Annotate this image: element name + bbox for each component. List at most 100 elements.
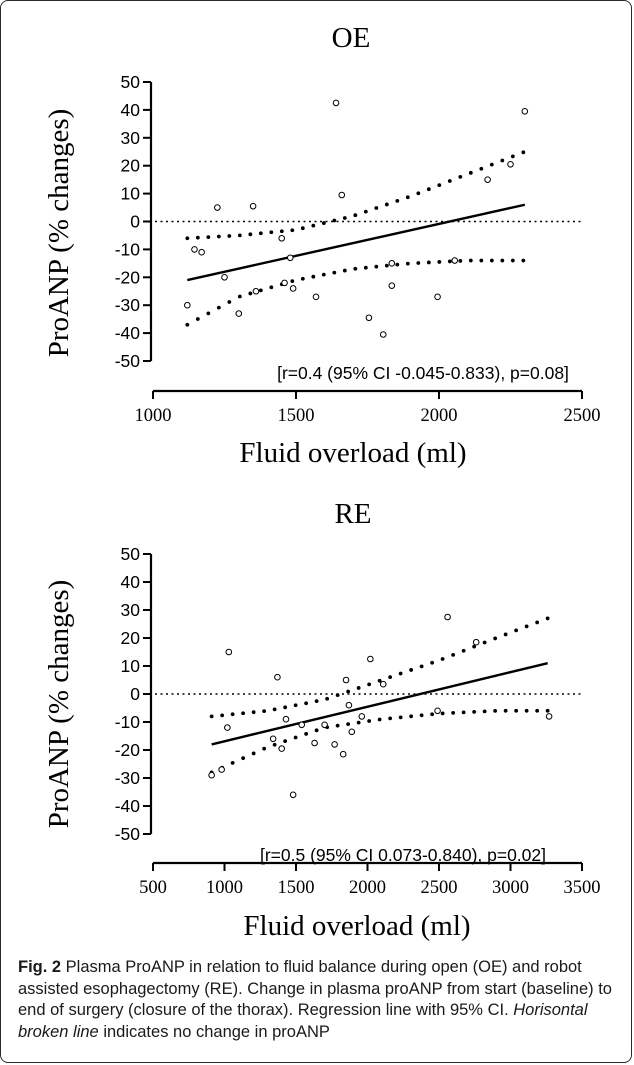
ci-upper-band xyxy=(185,150,526,241)
data-point xyxy=(218,766,225,773)
ci-dot xyxy=(461,648,466,653)
ci-dot xyxy=(409,714,414,719)
ci-dot xyxy=(468,258,473,263)
y-tick-label: -20 xyxy=(115,267,141,287)
data-point xyxy=(184,301,191,309)
ci-dot xyxy=(300,226,305,231)
ci-dot xyxy=(482,709,487,714)
ci-dot xyxy=(500,158,505,163)
ci-dot xyxy=(545,708,550,713)
y-tick-label: 0 xyxy=(130,212,140,232)
ci-dot xyxy=(346,689,351,694)
data-point xyxy=(484,176,491,183)
ci-dot xyxy=(206,311,211,316)
data-point xyxy=(224,724,231,731)
x-axis-label: Fluid overload (ml) xyxy=(239,437,466,469)
ci-dot xyxy=(230,712,235,717)
ci-dot xyxy=(437,183,442,188)
ci-dot xyxy=(398,671,403,676)
ci-dot xyxy=(293,703,298,708)
ci-dot xyxy=(426,260,431,265)
chart-oe: OE 50 40 30 20 10 0 -10 -20 -30 -40 -50 1000 1500 200… xyxy=(43,22,601,469)
chart-title: RE xyxy=(334,498,371,530)
data-point xyxy=(507,161,514,168)
y-tick-label: 10 xyxy=(121,656,141,676)
ci-dot xyxy=(290,279,295,284)
x-tick-label: 500 xyxy=(139,878,167,898)
ci-dot xyxy=(426,187,431,192)
ci-dot xyxy=(258,288,263,293)
y-tick-label: 40 xyxy=(121,572,141,592)
regression-line xyxy=(211,662,548,746)
ci-dot xyxy=(209,714,214,719)
plot-area: 50 40 30 20 10 0 -10 -20 -30 -40 -50 500 1000 1500 200… xyxy=(115,544,601,898)
ci-dot xyxy=(335,693,340,698)
data-point xyxy=(289,285,297,292)
y-tick-label: -30 xyxy=(115,295,141,315)
data-point xyxy=(269,735,277,743)
regression-line xyxy=(187,203,526,282)
ci-dot xyxy=(272,742,277,747)
ci-lower-band xyxy=(209,708,550,775)
ci-dot xyxy=(321,221,326,225)
data-point xyxy=(434,707,441,715)
ci-dot xyxy=(405,261,410,266)
ci-dot xyxy=(514,708,519,713)
x-tick-label: 1000 xyxy=(135,406,172,426)
data-point xyxy=(286,254,294,262)
data-point xyxy=(214,204,221,211)
y-tick-label: -10 xyxy=(115,712,141,732)
ci-dot xyxy=(500,258,505,263)
ci-dot xyxy=(272,707,277,712)
ci-dot xyxy=(409,668,414,672)
ci-dot xyxy=(384,202,389,207)
ci-dot xyxy=(262,746,267,751)
data-point xyxy=(379,680,387,688)
ci-dot xyxy=(489,258,494,263)
caption-text: Plasma ProANP in relation to fluid balan… xyxy=(18,958,612,1019)
ci-dot xyxy=(335,723,340,728)
y-tick-label: -40 xyxy=(115,323,141,343)
ci-dot xyxy=(304,732,309,736)
data-point xyxy=(339,750,347,758)
data-point xyxy=(278,745,286,752)
ci-dot xyxy=(440,711,445,716)
ci-dot xyxy=(220,713,225,718)
caption-text-end: indicates no change in proANP xyxy=(98,1022,330,1041)
ci-dot xyxy=(451,711,456,715)
y-tick-label: 20 xyxy=(121,628,141,648)
ci-dot xyxy=(332,218,337,223)
y-axis-label: ProANP (% changes) xyxy=(43,580,75,829)
ci-dot xyxy=(237,294,242,299)
ci-dot xyxy=(458,259,463,263)
x-axis-label: Fluid overload (ml) xyxy=(243,910,470,942)
ci-dot xyxy=(479,166,484,171)
figure-caption: Fig. 2 Plasma ProANP in relation to flui… xyxy=(18,957,618,1043)
plot-area: 50 40 30 20 10 0 -10 -20 -30 -40 -50 1000 1500 2000 25… xyxy=(115,72,601,426)
data-point xyxy=(345,701,353,709)
x-tick-label: 3000 xyxy=(492,878,529,898)
x-tick-label: 1500 xyxy=(278,406,315,426)
y-tick-label: 0 xyxy=(130,684,140,704)
ci-dot xyxy=(384,263,389,268)
ci-dot xyxy=(241,711,246,716)
ci-dot xyxy=(430,712,435,717)
data-point xyxy=(379,331,387,338)
ci-dot xyxy=(461,710,466,715)
ci-dot xyxy=(332,270,337,275)
caption-italic-text: Horisontal broken line xyxy=(18,1001,588,1041)
x-tick-label: 2500 xyxy=(421,878,458,898)
ci-dot xyxy=(447,179,452,183)
ci-dot xyxy=(185,236,190,241)
figure-label: Fig. 2 xyxy=(18,958,62,976)
ci-dot xyxy=(437,260,442,264)
data-point xyxy=(298,721,306,729)
ci-dot xyxy=(346,722,351,727)
ci-dot xyxy=(367,719,372,723)
ci-dot xyxy=(447,259,452,264)
ci-dot xyxy=(503,708,508,713)
ci-dot xyxy=(395,198,400,203)
ci-dot xyxy=(398,715,403,720)
x-tick-label: 1000 xyxy=(206,878,243,898)
stats-annotation: [r=0.5 (95% CI 0.073-0.840), p=0.02] xyxy=(260,845,546,865)
